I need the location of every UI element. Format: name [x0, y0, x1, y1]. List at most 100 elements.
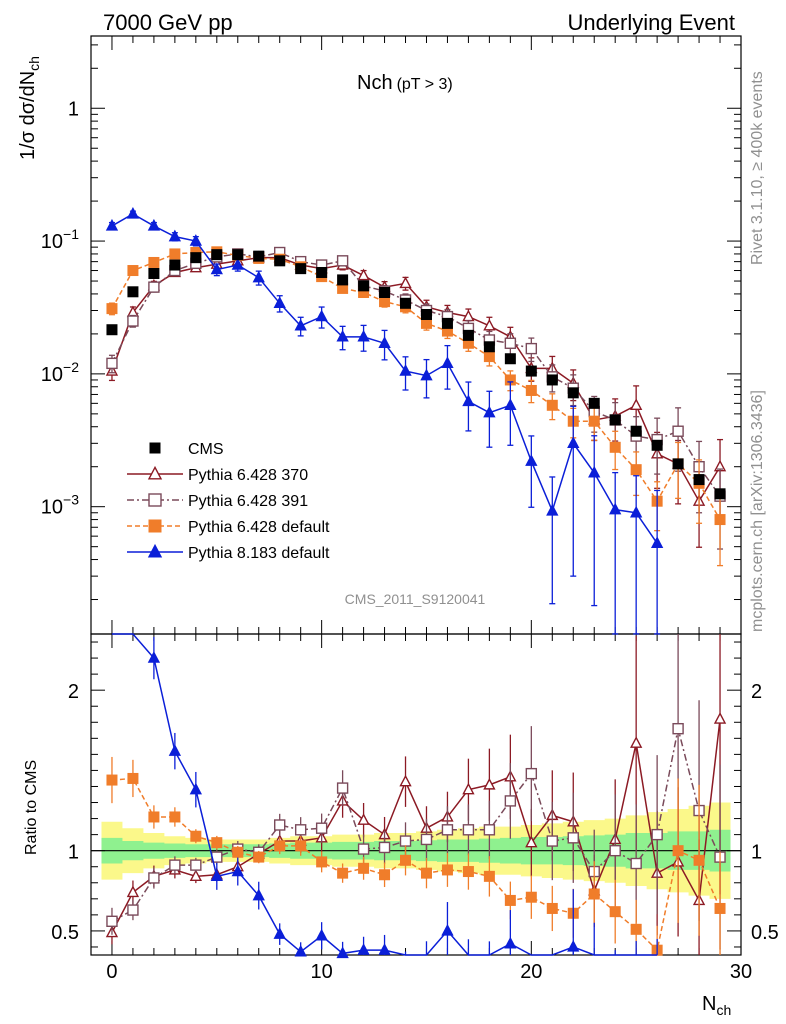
- ratio-point: [630, 923, 642, 935]
- series-layer: [105, 206, 727, 959]
- data-point: [148, 256, 160, 268]
- data-point: [378, 336, 391, 348]
- data-point: [379, 296, 391, 308]
- ratio-point: [651, 828, 663, 841]
- ratio-point: [672, 722, 684, 735]
- y-tick-mantissa: 10: [41, 497, 63, 519]
- y-tick-mantissa: 1: [68, 98, 79, 120]
- data-point: [483, 405, 496, 418]
- ratio-point: [609, 906, 621, 918]
- data-point: [609, 502, 622, 515]
- x-tick-label: 10: [311, 961, 333, 983]
- cms-point: [232, 249, 244, 261]
- data-point: [169, 248, 181, 260]
- ratio-point: [126, 885, 140, 898]
- cms-point: [567, 387, 579, 399]
- ratio-point: [294, 824, 307, 836]
- analysis-label: CMS_2011_S9120041: [345, 591, 486, 607]
- rivet-label: Rivet 3.1.10, ≥ 400k events: [749, 71, 766, 265]
- cms-point: [483, 341, 495, 353]
- data-point: [148, 281, 160, 293]
- y-tick-label: 10−3: [41, 492, 79, 519]
- series-cms: [106, 249, 726, 500]
- cms-point: [379, 286, 391, 298]
- x-tick-label: 30: [730, 961, 752, 983]
- ratio-point: [358, 862, 370, 874]
- series-line: [111, 251, 721, 497]
- ratio-point: [525, 891, 537, 903]
- ratio-point: [274, 819, 286, 831]
- ratio-point: [546, 835, 558, 847]
- ratio-point: [567, 832, 579, 844]
- ratio-point: [190, 859, 202, 871]
- series-line: [111, 256, 721, 503]
- ratio-point: [190, 830, 202, 842]
- data-point: [231, 258, 244, 270]
- ratio-point: [274, 840, 286, 852]
- cms-point: [525, 365, 537, 377]
- ratio-point: [504, 894, 516, 906]
- x-tick-label: 0: [106, 961, 117, 983]
- data-point: [672, 425, 684, 437]
- cms-point: [358, 280, 370, 292]
- legend-label: Pythia 6.428 391: [188, 493, 308, 510]
- ratio-point: [462, 824, 475, 836]
- legend-label: CMS: [188, 441, 224, 458]
- data-point: [127, 265, 139, 277]
- ratio-point: [231, 864, 244, 877]
- ratio-point: [420, 867, 432, 879]
- cms-point: [462, 329, 474, 341]
- cms-point: [337, 274, 349, 286]
- data-point: [315, 309, 328, 322]
- data-point: [588, 415, 600, 427]
- y-tick-label: 10−1: [41, 226, 79, 253]
- ratio-point: [546, 902, 558, 914]
- ratio-point: [169, 859, 181, 871]
- data-point: [567, 436, 580, 449]
- ratio-point: [378, 943, 391, 955]
- ratio-frame: [90, 633, 742, 956]
- cms-point: [651, 439, 663, 451]
- data-point: [483, 318, 496, 331]
- data-point: [357, 329, 370, 342]
- ratio-point: [106, 915, 118, 927]
- data-point: [357, 268, 370, 281]
- ratio-point: [441, 864, 453, 876]
- data-point: [127, 315, 139, 327]
- plot-title-sub: (pT > 3): [397, 76, 453, 93]
- ratio-point: [295, 840, 307, 852]
- cms-point: [148, 267, 160, 279]
- ratio-point: [672, 845, 684, 857]
- ratio-series-line: [111, 633, 658, 956]
- ratio-plot-layer: [91, 802, 741, 899]
- legend-label: Pythia 6.428 default: [188, 519, 330, 536]
- ratio-point: [316, 856, 328, 868]
- ratio-point: [399, 774, 412, 787]
- ratio-y-tick-label: 0.5: [751, 922, 779, 944]
- ratio-y-axis-title: Ratio to CMS: [23, 760, 40, 855]
- data-point: [147, 218, 161, 231]
- cms-point: [420, 308, 432, 320]
- data-point: [714, 514, 726, 526]
- cms-point: [211, 249, 223, 261]
- ratio-y-tick-label: 1: [751, 842, 762, 864]
- data-point: [462, 394, 475, 407]
- data-point: [630, 505, 643, 518]
- ratio-y-tick-label: 1: [68, 842, 79, 864]
- ratio-point: [148, 872, 160, 884]
- data-point: [294, 318, 307, 331]
- y-tick-exponent: −3: [63, 492, 79, 508]
- y-tick-exponent: −1: [63, 226, 79, 242]
- ratio-point: [588, 888, 600, 900]
- cms-point: [630, 425, 642, 437]
- y-tick-exponent: −2: [63, 359, 79, 375]
- cms-point: [609, 414, 621, 426]
- ratio-point: [211, 837, 223, 849]
- legend-marker: [147, 543, 163, 558]
- header-left: 7000 GeV pp: [103, 10, 233, 35]
- ratio-y-tick-label: 2: [751, 681, 762, 703]
- data-point: [399, 276, 412, 289]
- ratio-point: [106, 774, 118, 786]
- cms-point: [400, 297, 412, 309]
